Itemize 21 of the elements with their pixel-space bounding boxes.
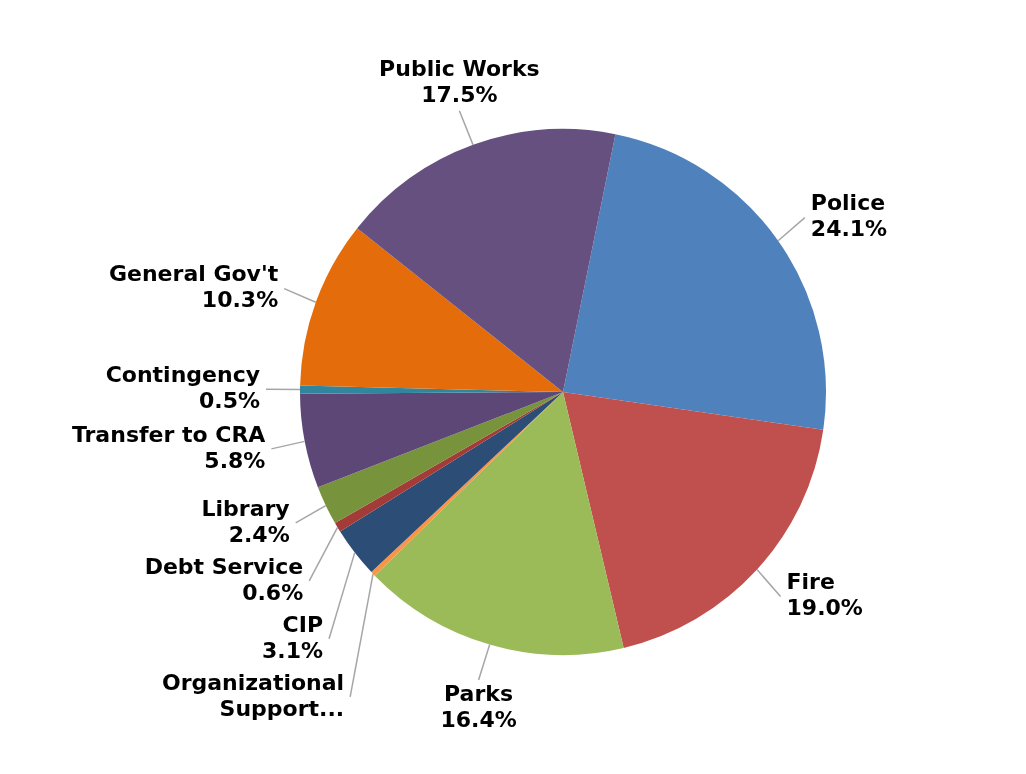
slice-label: General Gov't [108,261,279,287]
data-label: 17.5% [421,81,498,107]
slice-label: Parks [444,680,514,706]
slice-label: Public Works [379,55,540,81]
data-label: 16.4% [440,706,517,732]
data-label: 19.0% [786,595,863,621]
slice-label: Contingency [105,361,261,387]
data-label: 0.5% [199,387,261,413]
slice-label: Transfer to CRA [71,421,266,447]
data-label: 5.8% [204,447,266,473]
slice-label: Organizational Support... [161,669,345,721]
slice-label: Police [810,190,886,216]
data-label: 3.1% [262,637,324,663]
data-label: 24.1% [810,216,888,242]
slice-label: Fire [786,569,835,595]
data-label: 0.6% [242,579,304,605]
data-label: 2.4% [228,521,290,547]
slice-label: Debt Service [144,553,304,579]
slice-label: Library [201,495,290,521]
data-label: 10.3% [201,287,279,313]
slice-label: CIP [282,611,324,637]
